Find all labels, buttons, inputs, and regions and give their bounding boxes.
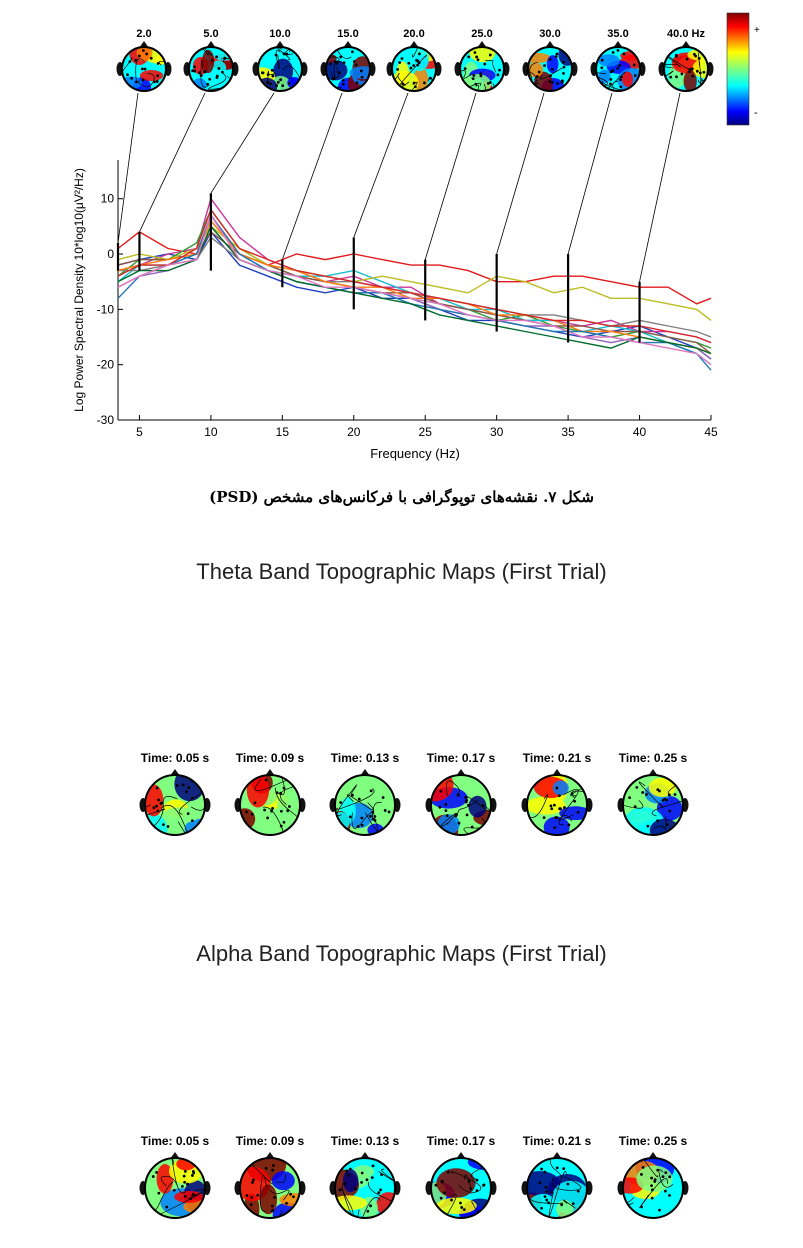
y-tick-label: -20 bbox=[97, 358, 115, 372]
topo-connector-line bbox=[281, 92, 343, 260]
y-tick-label: 0 bbox=[107, 247, 114, 261]
frequency-topo-map bbox=[590, 41, 646, 92]
x-tick-label: 35 bbox=[561, 425, 575, 439]
psd-figure: 2.0 5.0 10.0 15.0 20.0 25.0 30.0 35.0 40.0 Hz 5 1… bbox=[72, 12, 760, 461]
psd-series-line bbox=[117, 213, 712, 366]
alpha-section-title: Alpha Band Topographic Maps (First Trial… bbox=[196, 941, 607, 966]
topo-time-label: Time: 0.17 s bbox=[426, 751, 496, 765]
topo-time-label: Time: 0.13 s bbox=[330, 751, 400, 765]
topo-maps bbox=[139, 769, 689, 836]
topo-frequency-label: 25.0 bbox=[471, 28, 492, 40]
x-tick-label: 30 bbox=[490, 425, 504, 439]
topo-map bbox=[425, 769, 497, 836]
topo-connector-line bbox=[139, 92, 206, 233]
topo-frequency-label: 5.0 bbox=[203, 28, 218, 40]
colorbar-minus-label: - bbox=[754, 107, 758, 119]
theta-topo-row: Time: 0.05 s Time: 0.09 s Time: 0.13 s Time… bbox=[0, 745, 803, 855]
x-tick-label: 10 bbox=[204, 425, 218, 439]
x-tick-label: 40 bbox=[633, 425, 647, 439]
frequency-topo-map bbox=[116, 41, 172, 92]
topo-frequency-label: 20.0 bbox=[403, 28, 424, 40]
topo-time-label: Time: 0.17 s bbox=[426, 1134, 496, 1148]
topo-frequency-label: 30.0 bbox=[539, 28, 560, 40]
x-tick-label: 45 bbox=[704, 425, 718, 439]
topo-time-label: Time: 0.21 s bbox=[522, 1134, 592, 1148]
psd-series-line bbox=[118, 236, 712, 338]
topo-map bbox=[617, 769, 689, 836]
figure-caption: شکل ۷. نقشه‌های توپوگرافی با فرکانس‌های … bbox=[209, 488, 594, 506]
topo-frequency-label: 2.0 bbox=[136, 28, 151, 40]
topo-connector-line bbox=[353, 92, 409, 238]
topo-map bbox=[617, 1152, 689, 1219]
frequency-topo-map bbox=[320, 41, 376, 92]
topo-connector-line bbox=[210, 92, 275, 194]
y-tick-label: 10 bbox=[101, 192, 115, 206]
y-tick-label: -10 bbox=[97, 302, 115, 316]
frequency-topo-map bbox=[183, 41, 239, 92]
topo-map bbox=[425, 1152, 497, 1219]
topo-connector-line bbox=[639, 92, 681, 282]
frequency-topo-map bbox=[252, 41, 308, 92]
topo-map bbox=[234, 1152, 306, 1219]
topo-time-label: Time: 0.09 s bbox=[235, 1134, 305, 1148]
topo-time-label: Time: 0.09 s bbox=[235, 751, 305, 765]
alpha-topo-row: Time: 0.05 s Time: 0.09 s Time: 0.13 s Time… bbox=[0, 1128, 803, 1238]
topo-connector-line bbox=[496, 92, 545, 255]
topo-time-label: Time: 0.21 s bbox=[522, 751, 592, 765]
topo-time-label: Time: 0.05 s bbox=[140, 751, 210, 765]
topo-map bbox=[139, 1152, 211, 1219]
topo-map bbox=[521, 769, 593, 836]
topo-time-label: Time: 0.25 s bbox=[618, 1134, 688, 1148]
topo-connector-line bbox=[117, 92, 139, 244]
topo-connector-line bbox=[424, 92, 477, 260]
topo-maps bbox=[139, 1152, 689, 1219]
frequency-topo-map bbox=[658, 41, 714, 92]
topo-connector-line bbox=[567, 92, 613, 255]
colorbar-plus-label: + bbox=[754, 25, 760, 36]
colorbar bbox=[726, 12, 750, 126]
y-axis-label: Log Power Spectral Density 10*log10(μV²/… bbox=[72, 168, 86, 412]
x-tick-label: 15 bbox=[276, 425, 290, 439]
topo-map bbox=[521, 1152, 593, 1219]
x-tick-label: 5 bbox=[136, 425, 143, 439]
topo-map bbox=[329, 1152, 401, 1219]
topo-frequency-label: 10.0 bbox=[269, 28, 290, 40]
topo-frequency-label: 40.0 Hz bbox=[667, 28, 705, 40]
y-tick-label: -30 bbox=[97, 413, 115, 427]
psd-series-line bbox=[117, 225, 712, 321]
topo-map bbox=[234, 769, 306, 836]
topo-time-label: Time: 0.13 s bbox=[330, 1134, 400, 1148]
psd-series-line bbox=[117, 225, 712, 355]
frequency-topo-map bbox=[454, 41, 510, 92]
topo-time-label: Time: 0.05 s bbox=[140, 1134, 210, 1148]
topo-frequency-label: 15.0 bbox=[337, 28, 358, 40]
x-tick-label: 25 bbox=[419, 425, 433, 439]
psd-series-line bbox=[117, 208, 712, 344]
x-tick-label: 20 bbox=[347, 425, 361, 439]
topo-time-label: Time: 0.25 s bbox=[618, 751, 688, 765]
topo-map bbox=[329, 769, 401, 836]
theta-section-title: Theta Band Topographic Maps (First Trial… bbox=[196, 559, 607, 584]
frequency-topo-map bbox=[522, 41, 578, 92]
topo-map bbox=[139, 769, 211, 836]
topo-frequency-label: 35.0 bbox=[607, 28, 628, 40]
x-axis-label: Frequency (Hz) bbox=[370, 446, 460, 461]
